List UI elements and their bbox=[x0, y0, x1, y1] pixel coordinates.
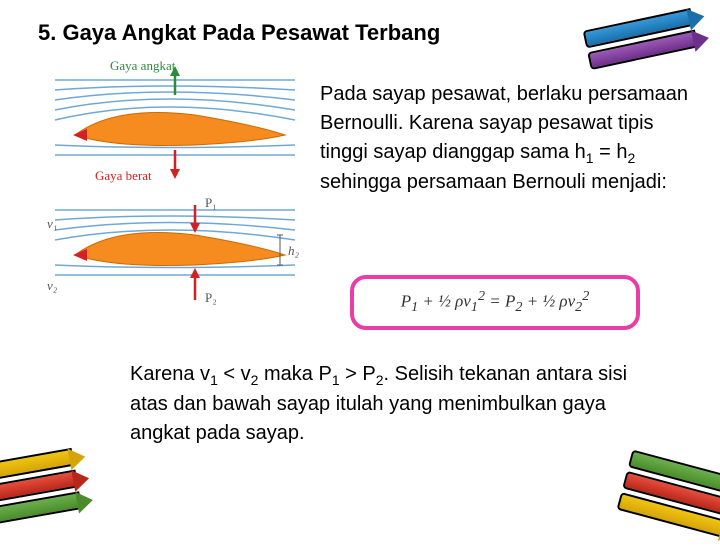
airfoil-diagram: Gaya angkat Gaya berat P₁ P₂ v₁ v₂ h₂ bbox=[45, 60, 305, 320]
section-title: 5. Gaya Angkat Pada Pesawat Terbang bbox=[38, 20, 440, 46]
equation: P1 + ½ ρv12 = P2 + ½ ρv22 bbox=[401, 288, 590, 316]
label-h2: h₂ bbox=[288, 243, 299, 259]
label-lift: Gaya angkat bbox=[110, 58, 175, 74]
label-v1: v₁ bbox=[47, 216, 57, 232]
label-p2: P₂ bbox=[205, 290, 217, 306]
crayon-decoration-top-right bbox=[578, 0, 720, 88]
body-paragraph: Pada sayap pesawat, berlaku persamaan Be… bbox=[320, 80, 690, 197]
crayon-decoration-bottom-left bbox=[0, 444, 107, 555]
equation-box: P1 + ½ ρv12 = P2 + ½ ρv22 bbox=[350, 275, 640, 330]
bottom-paragraph: Karena v1 < v2 maka P1 > P2. Selisih tek… bbox=[130, 360, 670, 448]
crayon-decoration-bottom-right bbox=[612, 450, 720, 560]
label-weight: Gaya berat bbox=[95, 168, 152, 184]
label-p1: P₁ bbox=[205, 195, 217, 211]
airfoil-svg bbox=[45, 60, 305, 320]
label-v2: v₂ bbox=[47, 278, 57, 294]
